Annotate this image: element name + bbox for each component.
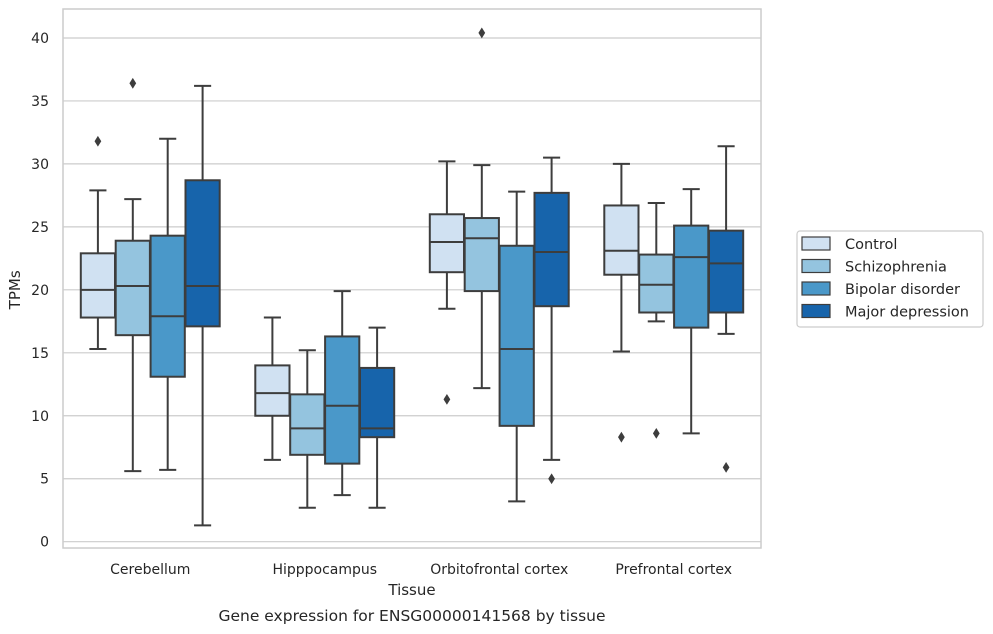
box [707, 145, 745, 473]
boxes [79, 27, 745, 527]
legend-item: Bipolar disorder [801, 281, 960, 298]
box-iqr [254, 364, 291, 417]
box [254, 316, 291, 461]
legend-swatch [801, 258, 831, 274]
y-tick-label: 25 [31, 220, 49, 236]
box-iqr [149, 234, 186, 378]
legend: Control Schizophrenia Bipolar disorder Majo… [796, 230, 984, 328]
box [79, 135, 117, 351]
x-tick-label: Cerebellum [110, 562, 190, 578]
x-tick-labels: Cerebellum Hipppocampus Orbitofrontal cort… [110, 562, 732, 578]
x-tick-label: Prefrontal cortex [615, 562, 732, 578]
legend-swatch [801, 236, 831, 251]
legend-label: Bipolar disorder [845, 282, 960, 298]
box-iqr [428, 213, 466, 274]
box [358, 326, 396, 509]
outlier-point [443, 393, 451, 405]
legend-item: Control [801, 236, 897, 253]
box-iqr [324, 335, 361, 465]
x-axis-label: Tissue [387, 581, 435, 599]
legend-item: Major depression [801, 303, 969, 321]
box-iqr [498, 244, 535, 427]
box [498, 190, 535, 503]
box-iqr [114, 239, 151, 337]
outlier-point [652, 427, 660, 439]
plot-area-frame [62, 8, 762, 549]
outlier-point [129, 77, 137, 89]
box-iqr [463, 217, 500, 293]
outlier-point [548, 473, 555, 485]
y-tick-label: 0 [40, 535, 49, 551]
legend-item: Schizophrenia [801, 258, 947, 276]
outlier-point [478, 27, 486, 39]
box-iqr [79, 252, 117, 319]
outlier-point [618, 431, 625, 443]
y-tick-label: 30 [31, 157, 49, 173]
y-tick-label: 35 [31, 94, 49, 110]
box-iqr [533, 191, 570, 308]
box-iqr [358, 366, 396, 439]
box [463, 27, 500, 390]
box [533, 156, 570, 485]
x-tick-label: Orbitofrontal cortex [430, 562, 568, 578]
box [114, 77, 151, 473]
legend-label: Schizophrenia [845, 260, 947, 276]
box [428, 160, 466, 405]
legend-label: Control [845, 237, 897, 253]
box-iqr [289, 393, 326, 456]
box-iqr [184, 179, 221, 328]
y-axis-label: TPMs [6, 270, 24, 310]
box [149, 137, 186, 471]
legend-swatch [801, 303, 831, 319]
box-iqr [638, 253, 675, 314]
legend-frame [796, 230, 984, 328]
y-tick-label: 5 [40, 472, 49, 488]
box [324, 290, 361, 497]
chart-caption: Gene expression for ENSG00000141568 by t… [218, 607, 605, 625]
y-tick-label: 10 [31, 409, 49, 425]
box-iqr [603, 204, 640, 276]
box-iqr [707, 229, 745, 314]
box [184, 84, 221, 527]
box [289, 349, 326, 509]
legend-swatch [801, 281, 831, 296]
box [638, 201, 675, 439]
y-tick-label: 15 [31, 346, 49, 362]
legend-label: Major depression [845, 305, 969, 321]
box-iqr [673, 224, 710, 329]
box [673, 188, 710, 435]
y-tick-label: 20 [31, 283, 49, 299]
box [603, 162, 640, 443]
y-tick-label: 40 [31, 31, 49, 47]
outlier-point [722, 462, 730, 473]
y-tick-labels: 0 5 10 15 20 25 30 35 40 [31, 31, 49, 551]
x-tick-label: Hipppocampus [272, 562, 377, 578]
outlier-point [94, 135, 102, 147]
